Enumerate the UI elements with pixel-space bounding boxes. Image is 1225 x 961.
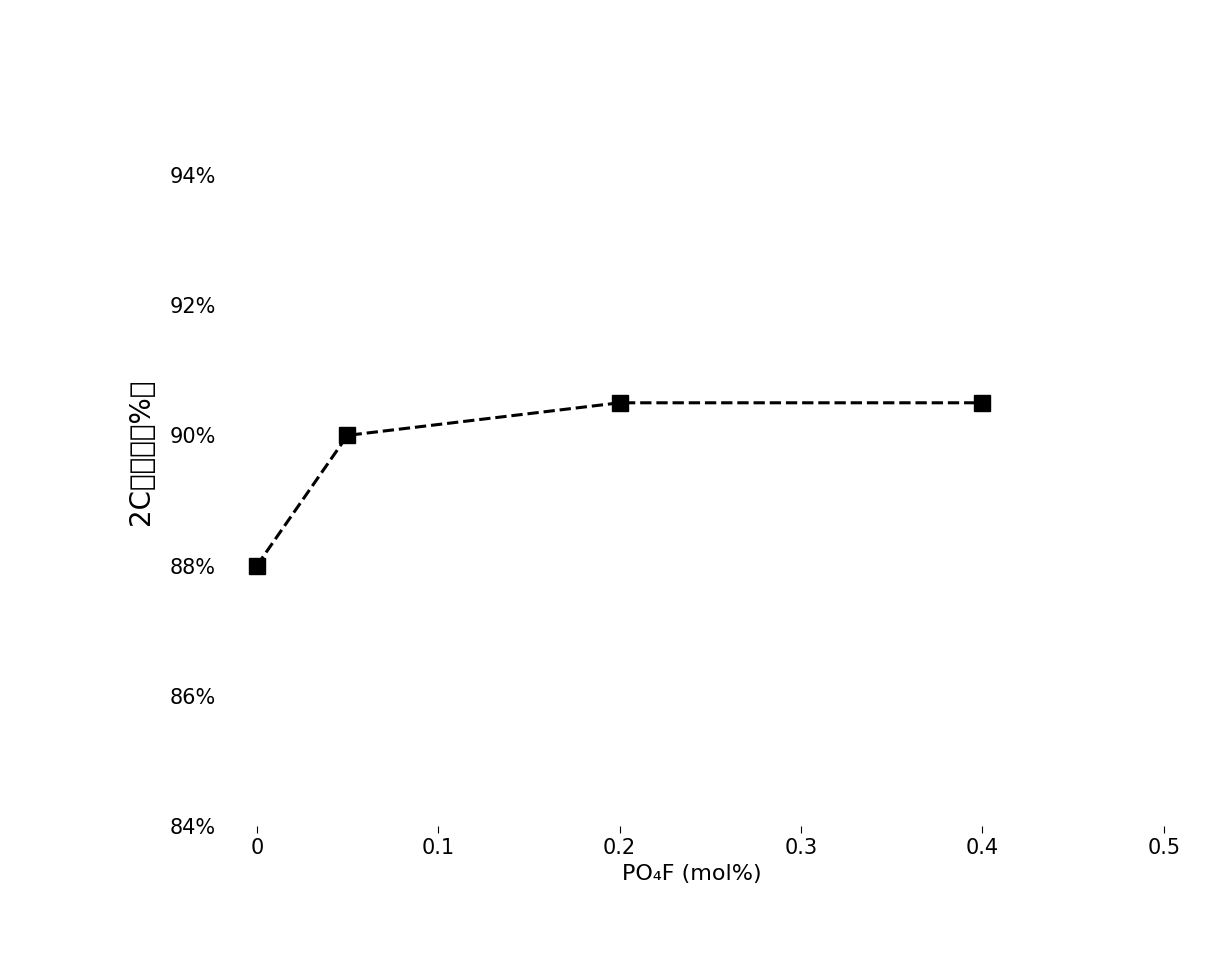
X-axis label: PO₄F (mol%): PO₄F (mol%) <box>622 864 762 884</box>
Y-axis label: 2C输出率（%）: 2C输出率（%） <box>127 379 156 525</box>
